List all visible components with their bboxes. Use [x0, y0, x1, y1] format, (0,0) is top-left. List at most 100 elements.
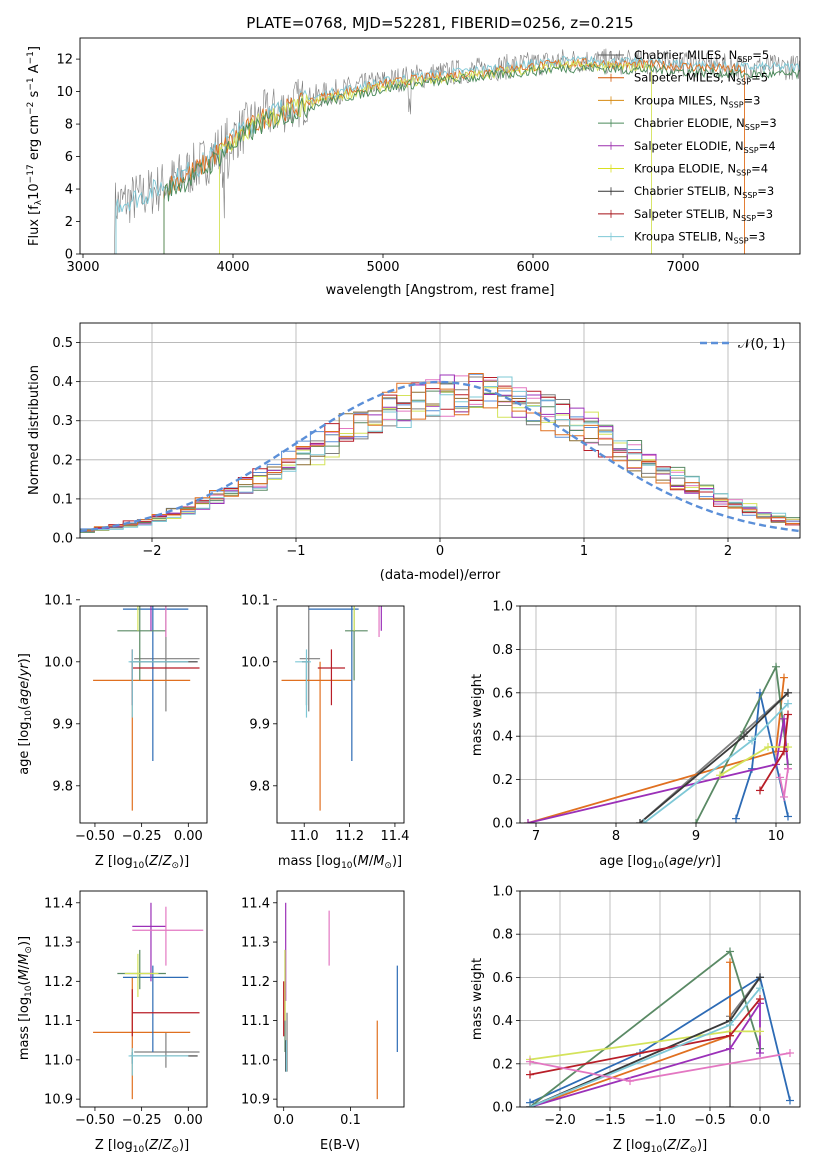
x-tick-label: −2.0 [544, 1113, 576, 1128]
y-tick-label: 11.4 [44, 896, 73, 911]
legend-label: Salpeter STELIB, NSSP=3 [634, 207, 773, 223]
p5-ylabel: mass weight [470, 674, 485, 756]
p4-xlabel: mass [log10(M/M⊙)] [278, 854, 402, 871]
y-tick-label: 0.2 [492, 1057, 513, 1072]
mass-weight-vs-metallicity-panel: −2.0 −1.5 −1.0 −0.5 0.0 0.0 0.2 0.4 0.6 0.8 1.0 [492, 885, 801, 1128]
ssp-weight-line [529, 949, 761, 1107]
x-tick-label: −2 [142, 544, 161, 559]
x-tick-label: −1.0 [644, 1113, 676, 1128]
y-tick-label: 1.0 [492, 885, 513, 900]
spectrum-ylabel: Flux [fλ10−17 erg cm−2 s−1 A−1] [26, 46, 44, 246]
p3-xlabel: Z [log10(Z/Z⊙)] [95, 854, 189, 871]
y-tick-label: 11.1 [241, 1014, 270, 1029]
y-tick-label: 11.2 [44, 975, 73, 990]
y-tick-label: 11.3 [241, 936, 270, 951]
y-tick-label: 9.8 [249, 779, 270, 794]
x-tick-label: 3000 [66, 260, 99, 275]
y-tick-label: 10 [56, 85, 73, 100]
axes-frame [276, 605, 405, 824]
x-tick-label: 1 [580, 544, 588, 559]
spectrum-title: PLATE=0768, MJD=52281, FIBERID=0256, z=0… [246, 14, 633, 32]
p3-ylabel: age [log10(age/yr)] [17, 653, 34, 775]
mass-vs-metallicity-panel: −0.50 −0.25 0.00 10.9 11.0 11.1 11.2 11.3 11.4 [44, 890, 208, 1128]
x-tick-label: −0.25 [122, 1113, 162, 1128]
x-tick-label: 0.00 [174, 1113, 203, 1128]
p8-ylabel: mass weight [470, 958, 485, 1040]
y-tick-label: 0.2 [492, 773, 513, 788]
y-tick-label: 11.4 [241, 896, 270, 911]
axes-frame [519, 605, 801, 824]
y-tick-label: 0.4 [492, 730, 513, 745]
y-tick-label: 1.0 [492, 600, 513, 615]
x-tick-label: 5000 [366, 260, 399, 275]
x-tick-label: −0.5 [694, 1113, 726, 1128]
y-tick-label: 0.6 [492, 971, 513, 986]
axes-frame [79, 605, 208, 824]
x-tick-label: −1 [286, 544, 305, 559]
y-tick-label: 0.0 [492, 817, 513, 832]
y-tick-label: 11.2 [241, 975, 270, 990]
residual-histogram-panel: −2 −1 0 1 2 0.0 0.1 0.2 0.3 0.4 0.5 𝒩(0, 1) [52, 322, 801, 559]
residual-histogram-series [80, 374, 800, 532]
p8-xlabel: Z [log10(Z/Z⊙)] [613, 1138, 707, 1155]
y-tick-label: 0.8 [492, 928, 513, 943]
y-tick-label: 0.0 [52, 532, 73, 547]
axes-frame [276, 890, 405, 1108]
y-tick-label: 0.1 [52, 492, 73, 507]
y-tick-label: 9.9 [52, 717, 73, 732]
y-tick-label: 8 [65, 118, 73, 133]
legend-label: Salpeter MILES, NSSP=5 [634, 71, 768, 87]
y-tick-label: 0.4 [492, 1014, 513, 1029]
histogram-xlabel: (data-model)/error [380, 568, 501, 583]
x-tick-label: −0.50 [75, 1113, 115, 1128]
axes-frame [79, 322, 801, 539]
y-tick-label: 0.2 [52, 453, 73, 468]
x-tick-label: 11.2 [335, 829, 364, 844]
x-tick-label: 0.0 [273, 1113, 294, 1128]
y-tick-label: 0.4 [52, 375, 73, 390]
y-tick-label: 6 [65, 150, 73, 165]
model-spectrum [163, 57, 745, 254]
y-tick-label: 0.5 [52, 336, 73, 351]
y-tick-label: 0 [65, 248, 73, 263]
axes-frame [79, 37, 801, 255]
model-spectrum [219, 59, 652, 254]
y-tick-label: 0.8 [492, 643, 513, 658]
spectrum-xlabel: wavelength [Angstrom, rest frame] [326, 283, 555, 298]
ssp-weight-line [527, 718, 789, 823]
ssp-weight-line [529, 975, 791, 1104]
y-tick-label: 11.0 [44, 1053, 73, 1068]
legend-label: Salpeter ELODIE, NSSP=4 [634, 139, 776, 155]
x-tick-label: 2 [724, 544, 732, 559]
y-tick-label: 9.8 [52, 779, 73, 794]
x-tick-label: 0.0 [750, 1113, 771, 1128]
y-tick-label: 0.0 [492, 1101, 513, 1116]
x-tick-label: 11.4 [380, 829, 409, 844]
legend-label: 𝒩(0, 1) [738, 337, 785, 352]
legend-label: Kroupa MILES, NSSP=3 [634, 93, 760, 109]
ssp-weight-line [779, 768, 789, 798]
age-vs-metallicity-panel: −0.50 −0.25 0.00 9.8 9.9 10.0 10.1 [44, 593, 208, 844]
legend-label: Kroupa ELODIE, NSSP=4 [634, 162, 768, 178]
legend-label: Chabrier MILES, NSSP=5 [634, 48, 769, 64]
x-tick-label: 11.0 [290, 829, 319, 844]
x-tick-label: 6000 [516, 260, 549, 275]
legend-label: Chabrier ELODIE, NSSP=3 [634, 116, 777, 132]
x-tick-label: −0.50 [75, 829, 115, 844]
y-tick-label: 0.6 [492, 686, 513, 701]
x-tick-label: 4000 [216, 260, 249, 275]
histogram-ylabel: Normed distribution [27, 365, 42, 495]
y-tick-label: 0.3 [52, 414, 73, 429]
x-tick-label: 0.00 [174, 829, 203, 844]
p7-xlabel: E(B-V) [320, 1138, 360, 1153]
y-tick-label: 10.9 [44, 1093, 73, 1108]
ssp-weight-line [527, 677, 785, 823]
y-tick-label: 10.0 [241, 655, 270, 670]
residual-histogram-series [80, 376, 800, 532]
axes-frame [519, 890, 801, 1108]
normal-curve [80, 380, 800, 533]
p5-xlabel: age [log10(age/yr)] [599, 854, 721, 871]
mass-vs-ebv-panel: 0.0 0.1 10.9 11.0 11.1 11.2 11.3 11.4 [241, 890, 405, 1128]
age-vs-mass-panel: 11.0 11.2 11.4 9.8 9.9 10.0 10.1 [241, 593, 409, 844]
legend-label: Kroupa STELIB, NSSP=3 [634, 230, 765, 246]
